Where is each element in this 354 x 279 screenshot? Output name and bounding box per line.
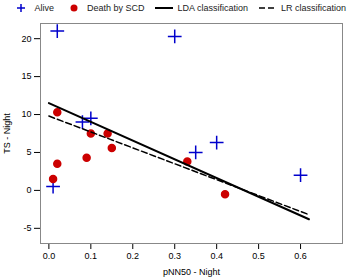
svg-text:0.5: 0.5 [252,251,265,261]
svg-text:0.6: 0.6 [294,251,307,261]
svg-text:5: 5 [26,147,31,157]
svg-text:0.0: 0.0 [43,251,56,261]
svg-text:0.2: 0.2 [127,251,140,261]
svg-text:pNN50 - Night: pNN50 - Night [163,267,221,277]
svg-text:0.3: 0.3 [168,251,181,261]
html-text:LR classification: LR classification [281,3,346,13]
svg-text:10: 10 [21,109,31,119]
html-text:Alive: Alive [34,3,54,13]
html-text:Death by SCD: Death by SCD [86,3,145,13]
svg-text:0.4: 0.4 [210,251,223,261]
svg-text:-5: -5 [23,223,31,233]
html-text:LDA classification: LDA classification [177,3,248,13]
svg-text:0.1: 0.1 [85,251,98,261]
svg-text:15: 15 [21,71,31,81]
svg-text:0: 0 [26,185,31,195]
svg-text:TS - Night: TS - Night [2,113,12,154]
svg-text:20: 20 [21,34,31,44]
